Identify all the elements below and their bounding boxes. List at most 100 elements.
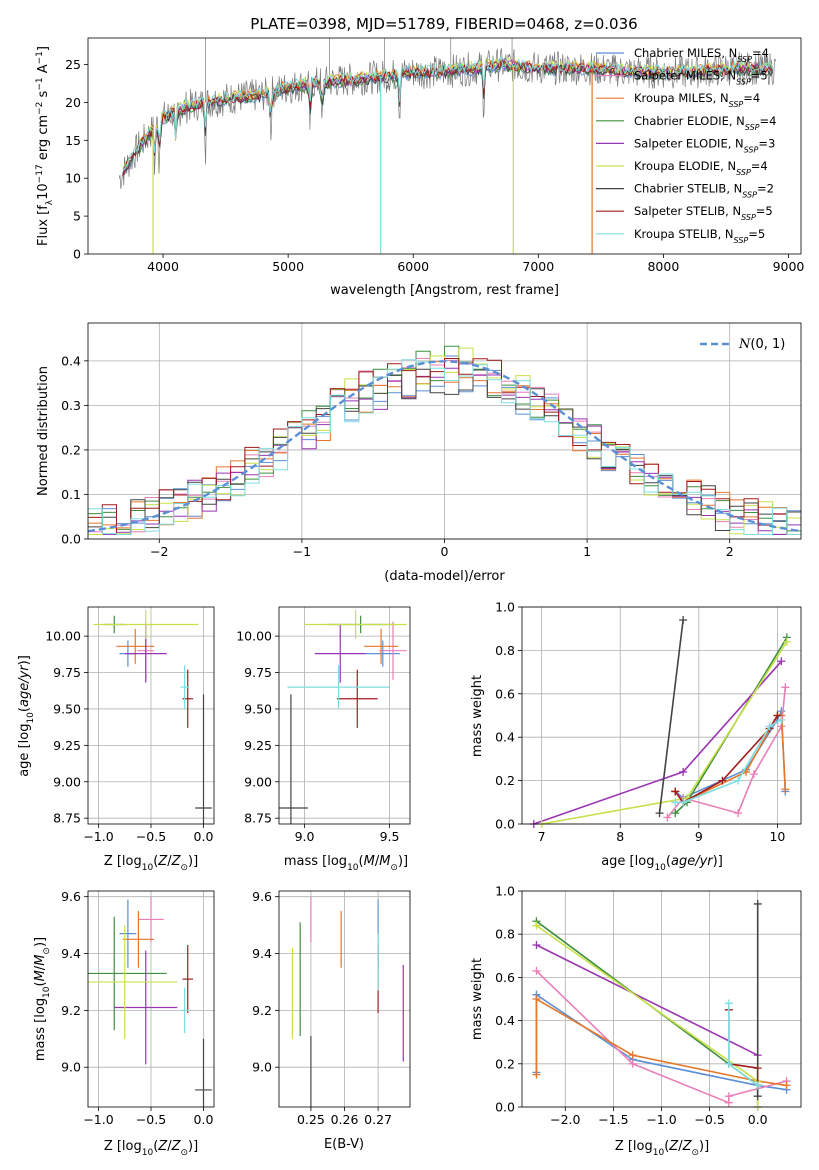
x-tick-label: −1.5 [598, 1112, 628, 1127]
massweight-marker-5 [782, 637, 791, 646]
y-tick-label: 9.2 [252, 1003, 272, 1018]
x-tick-label: −0.5 [694, 1112, 724, 1127]
x-tick-label: −0.5 [136, 1112, 166, 1127]
panel-age-vs-mass: 9.0 9.5 8.75 9.00 9.25 9.50 9.75 10.00 mass [log… [236, 606, 411, 873]
y-tick-label: 0 [73, 247, 81, 262]
massweight-marker-1 [749, 770, 758, 779]
y-axis-label: age [log10(age/yr)] [17, 655, 36, 777]
legend-entry: Chabrier STELIB, NSSP=2 [634, 182, 774, 200]
figure-title: PLATE=0398, MJD=51789, FIBERID=0468, z=0… [250, 15, 637, 33]
axes-frame [87, 606, 215, 825]
normal-curve [87, 360, 802, 533]
y-tick-label: 0.2 [495, 1056, 515, 1071]
y-tick-label: 0.2 [495, 773, 515, 788]
massweight-marker-1 [724, 1092, 733, 1101]
massweight-marker-8 [753, 1081, 762, 1090]
x-axis-label: Z [log10(Z/Z⊙)] [104, 1139, 198, 1158]
panel-massweight-vs-age: 7 8 9 10 0.0 0.2 0.4 0.6 0.8 1.0 age [log10(age/yr… [470, 600, 802, 873]
x-tick-label: −0.5 [136, 829, 166, 844]
legend-entry: Salpeter ELODIE, NSSP=3 [634, 136, 775, 154]
y-tick-label: 9.4 [252, 946, 272, 961]
x-tick-label: 7 [538, 829, 546, 844]
x-tick-label: −1.0 [83, 1112, 113, 1127]
y-tick-label: 0.0 [61, 532, 81, 547]
x-tick-label: 0.27 [364, 1112, 392, 1127]
y-tick-label: 9.00 [53, 774, 81, 789]
x-tick-label: 7000 [522, 259, 554, 274]
massweight-marker-8 [734, 776, 743, 785]
massweight-marker-8 [679, 798, 688, 807]
panel-residuals: −2 −1 0 1 2 0.0 0.1 0.2 0.3 0.4 (data-model)/error… [36, 322, 802, 584]
legend-entry: Salpeter MILES, NSSP=5 [634, 69, 768, 87]
x-tick-label: −1.0 [83, 829, 113, 844]
massweight-marker-1 [781, 683, 790, 692]
y-axis-label: mass weight [470, 675, 485, 757]
x-tick-label: 0.0 [194, 829, 214, 844]
massweight-marker-7 [718, 776, 727, 785]
y-tick-label: 9.25 [244, 738, 272, 753]
massweight-marker-2 [781, 785, 790, 794]
massweight-marker-1 [663, 813, 672, 822]
x-tick-label: 8000 [647, 259, 679, 274]
y-tick-label: 0.0 [495, 817, 515, 832]
y-tick-label: 15 [65, 133, 81, 148]
y-axis-label: mass weight [470, 958, 485, 1040]
massweight-marker-6 [679, 616, 688, 625]
y-tick-label: 9.50 [244, 701, 272, 716]
y-tick-label: 9.4 [61, 946, 81, 961]
massweight-line-4 [536, 944, 759, 1056]
massweight-marker-4 [679, 767, 688, 776]
y-tick-label: 9.6 [61, 889, 81, 904]
y-tick-label: 0.3 [61, 398, 81, 413]
legend-entry: Chabrier MILES, NSSP=4 [634, 46, 769, 64]
x-tick-label: 0.0 [748, 1112, 768, 1127]
massweight-line-5 [541, 641, 788, 824]
panel-mass-vs-ebv: 0.25 0.26 0.27 9.0 9.2 9.4 9.6 E(B-V) [252, 889, 411, 1152]
axes-frame [87, 890, 215, 1108]
legend-entry: Kroupa STELIB, NSSP=5 [634, 227, 765, 245]
massweight-marker-6 [753, 899, 762, 908]
y-tick-label: 10.00 [45, 629, 81, 644]
legend-entry: Chabrier ELODIE, NSSP=4 [634, 114, 776, 132]
y-tick-label: 0.2 [61, 442, 81, 457]
massweight-marker-8 [671, 798, 680, 807]
y-tick-label: 9.0 [61, 1060, 81, 1075]
x-tick-label: 6000 [397, 259, 429, 274]
massweight-line-6 [658, 619, 684, 814]
x-axis-label: (data-model)/error [384, 569, 505, 584]
legend-entry: Kroupa MILES, NSSP=4 [634, 91, 760, 109]
massweight-marker-6 [753, 1092, 762, 1101]
x-tick-label: −2 [150, 544, 168, 559]
massweight-marker-6 [655, 809, 664, 818]
y-tick-label: 9.2 [61, 1003, 81, 1018]
panel-age-vs-metallicity: −1.0 −0.5 0.0 8.75 9.00 9.25 9.50 9.75 10.00 Z [l… [17, 606, 215, 873]
legend: Chabrier MILES, NSSP=4 Salpeter MILES, NS… [596, 46, 776, 244]
massweight-marker-2 [532, 995, 541, 1003]
y-axis-label: mass [log10(M/M⊙)] [33, 937, 52, 1061]
massweight-marker-2 [628, 1051, 637, 1060]
y-tick-label: 9.6 [252, 889, 272, 904]
y-tick-label: 0.0 [495, 1100, 515, 1115]
y-tick-label: 8.75 [244, 811, 272, 826]
x-tick-label: 9.5 [380, 829, 400, 844]
x-tick-label: 0 [441, 544, 449, 559]
x-tick-label: 9000 [773, 259, 805, 274]
massweight-marker-1 [734, 809, 743, 818]
massweight-marker-7 [753, 1064, 762, 1073]
x-tick-label: 0.0 [194, 1112, 214, 1127]
x-tick-label: 8 [616, 829, 624, 844]
legend: N(0, 1) [700, 337, 785, 352]
y-tick-label: 0.4 [495, 1013, 515, 1028]
y-tick-label: 10.00 [236, 629, 272, 644]
axes-frame [87, 37, 802, 255]
massweight-marker-4 [532, 941, 541, 949]
x-tick-label: 5000 [272, 259, 304, 274]
x-tick-label: 1 [583, 544, 591, 559]
legend-entry: Kroupa ELODIE, NSSP=4 [634, 159, 768, 177]
y-tick-label: 0.4 [495, 730, 515, 745]
x-tick-label: −1.0 [646, 1112, 676, 1127]
y-tick-label: 9.25 [53, 738, 81, 753]
panel-spectrum: 4000 5000 6000 7000 8000 9000 0 5 10 15 20 25 wavele… [35, 37, 804, 298]
legend-entry: N(0, 1) [738, 337, 785, 352]
model-spectrum-8 [122, 56, 774, 171]
